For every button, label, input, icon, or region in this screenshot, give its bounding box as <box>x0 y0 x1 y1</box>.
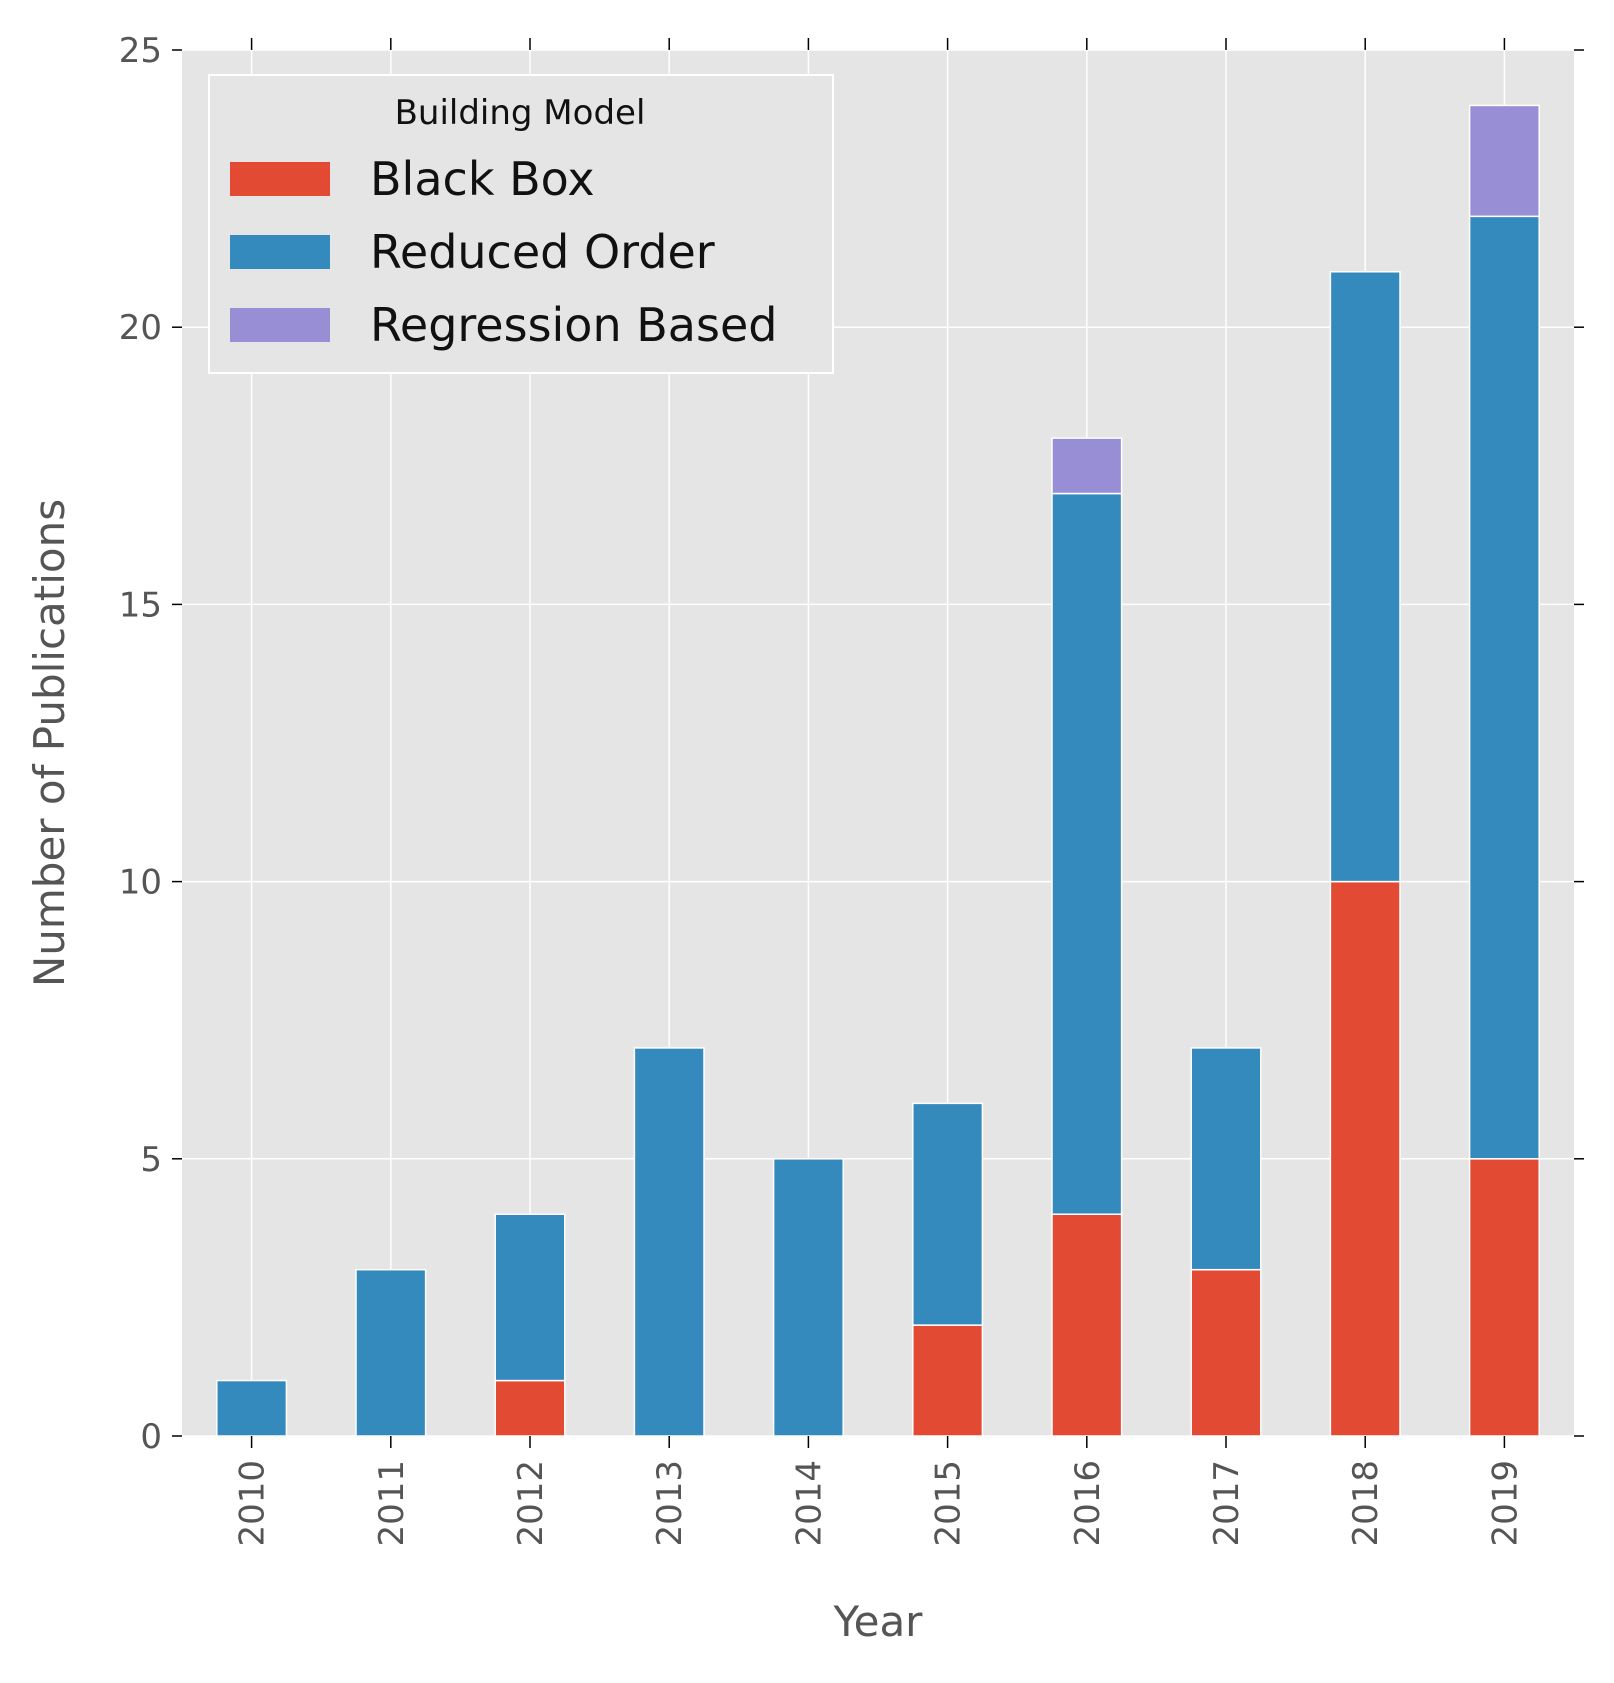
bar-2012-black-box <box>494 1379 566 1437</box>
x-tick-label: 2011 <box>372 1460 412 1547</box>
legend-items: Black Box Reduced Order Regression Based <box>230 152 777 352</box>
y-tick-label: 10 <box>119 863 162 903</box>
y-tick-labels: 0 5 10 15 20 25 <box>119 31 162 1457</box>
legend-label: Black Box <box>370 152 595 206</box>
y-axis-title: Number of Publications <box>25 499 74 987</box>
bar-2016-black-box <box>1051 1213 1123 1437</box>
bar-2017-black-box <box>1190 1268 1262 1437</box>
bar-2014-reduced-order <box>772 1158 844 1437</box>
x-tick-label: 2019 <box>1485 1460 1525 1547</box>
y-tick-label: 25 <box>119 31 162 71</box>
bar-2011-reduced-order <box>355 1268 427 1437</box>
bar-2015-black-box <box>912 1324 984 1437</box>
bar-2018-reduced-order <box>1329 271 1401 883</box>
y-tick-label: 15 <box>119 585 162 625</box>
x-tick-label: 2012 <box>511 1460 551 1547</box>
x-axis-title: Year <box>833 1597 924 1646</box>
x-tick-label: 2018 <box>1346 1460 1386 1547</box>
legend-swatch-black-box <box>230 162 330 196</box>
bar-2018-black-box <box>1329 880 1401 1437</box>
axis-ticks <box>172 38 1584 1448</box>
x-tick-label: 2017 <box>1207 1460 1247 1547</box>
x-tick-label: 2015 <box>929 1460 969 1547</box>
x-tick-label: 2014 <box>789 1460 829 1547</box>
y-tick-label: 5 <box>140 1140 162 1180</box>
legend: Building Model Black Box Reduced Order Reg… <box>208 74 834 374</box>
x-tick-label: 2016 <box>1068 1460 1108 1547</box>
bar-2013-reduced-order <box>633 1047 705 1437</box>
bar-2019-regression-based <box>1468 104 1540 218</box>
x-tick-labels: 2010 2011 2012 2013 2014 2015 2016 2017 2018 2019 <box>233 1460 1526 1547</box>
legend-title: Building Model <box>395 93 646 133</box>
bar-2012-reduced-order <box>494 1213 566 1382</box>
x-tick-label: 2013 <box>650 1460 690 1547</box>
legend-label: Reduced Order <box>370 225 715 279</box>
bar-2019-reduced-order <box>1468 215 1540 1160</box>
legend-label: Regression Based <box>370 298 777 352</box>
bar-2016-regression-based <box>1051 437 1123 495</box>
legend-swatch-regression-based <box>230 308 330 342</box>
y-tick-label: 0 <box>140 1417 162 1457</box>
bar-2010-reduced-order <box>216 1379 288 1437</box>
bar-2015-reduced-order <box>912 1102 984 1326</box>
legend-swatch-reduced-order <box>230 235 330 269</box>
y-tick-label: 20 <box>119 308 162 348</box>
bar-2019-black-box <box>1468 1158 1540 1437</box>
bar-2017-reduced-order <box>1190 1047 1262 1271</box>
bar-2016-reduced-order <box>1051 492 1123 1215</box>
bars <box>216 104 1540 1437</box>
x-tick-label: 2010 <box>233 1460 273 1547</box>
